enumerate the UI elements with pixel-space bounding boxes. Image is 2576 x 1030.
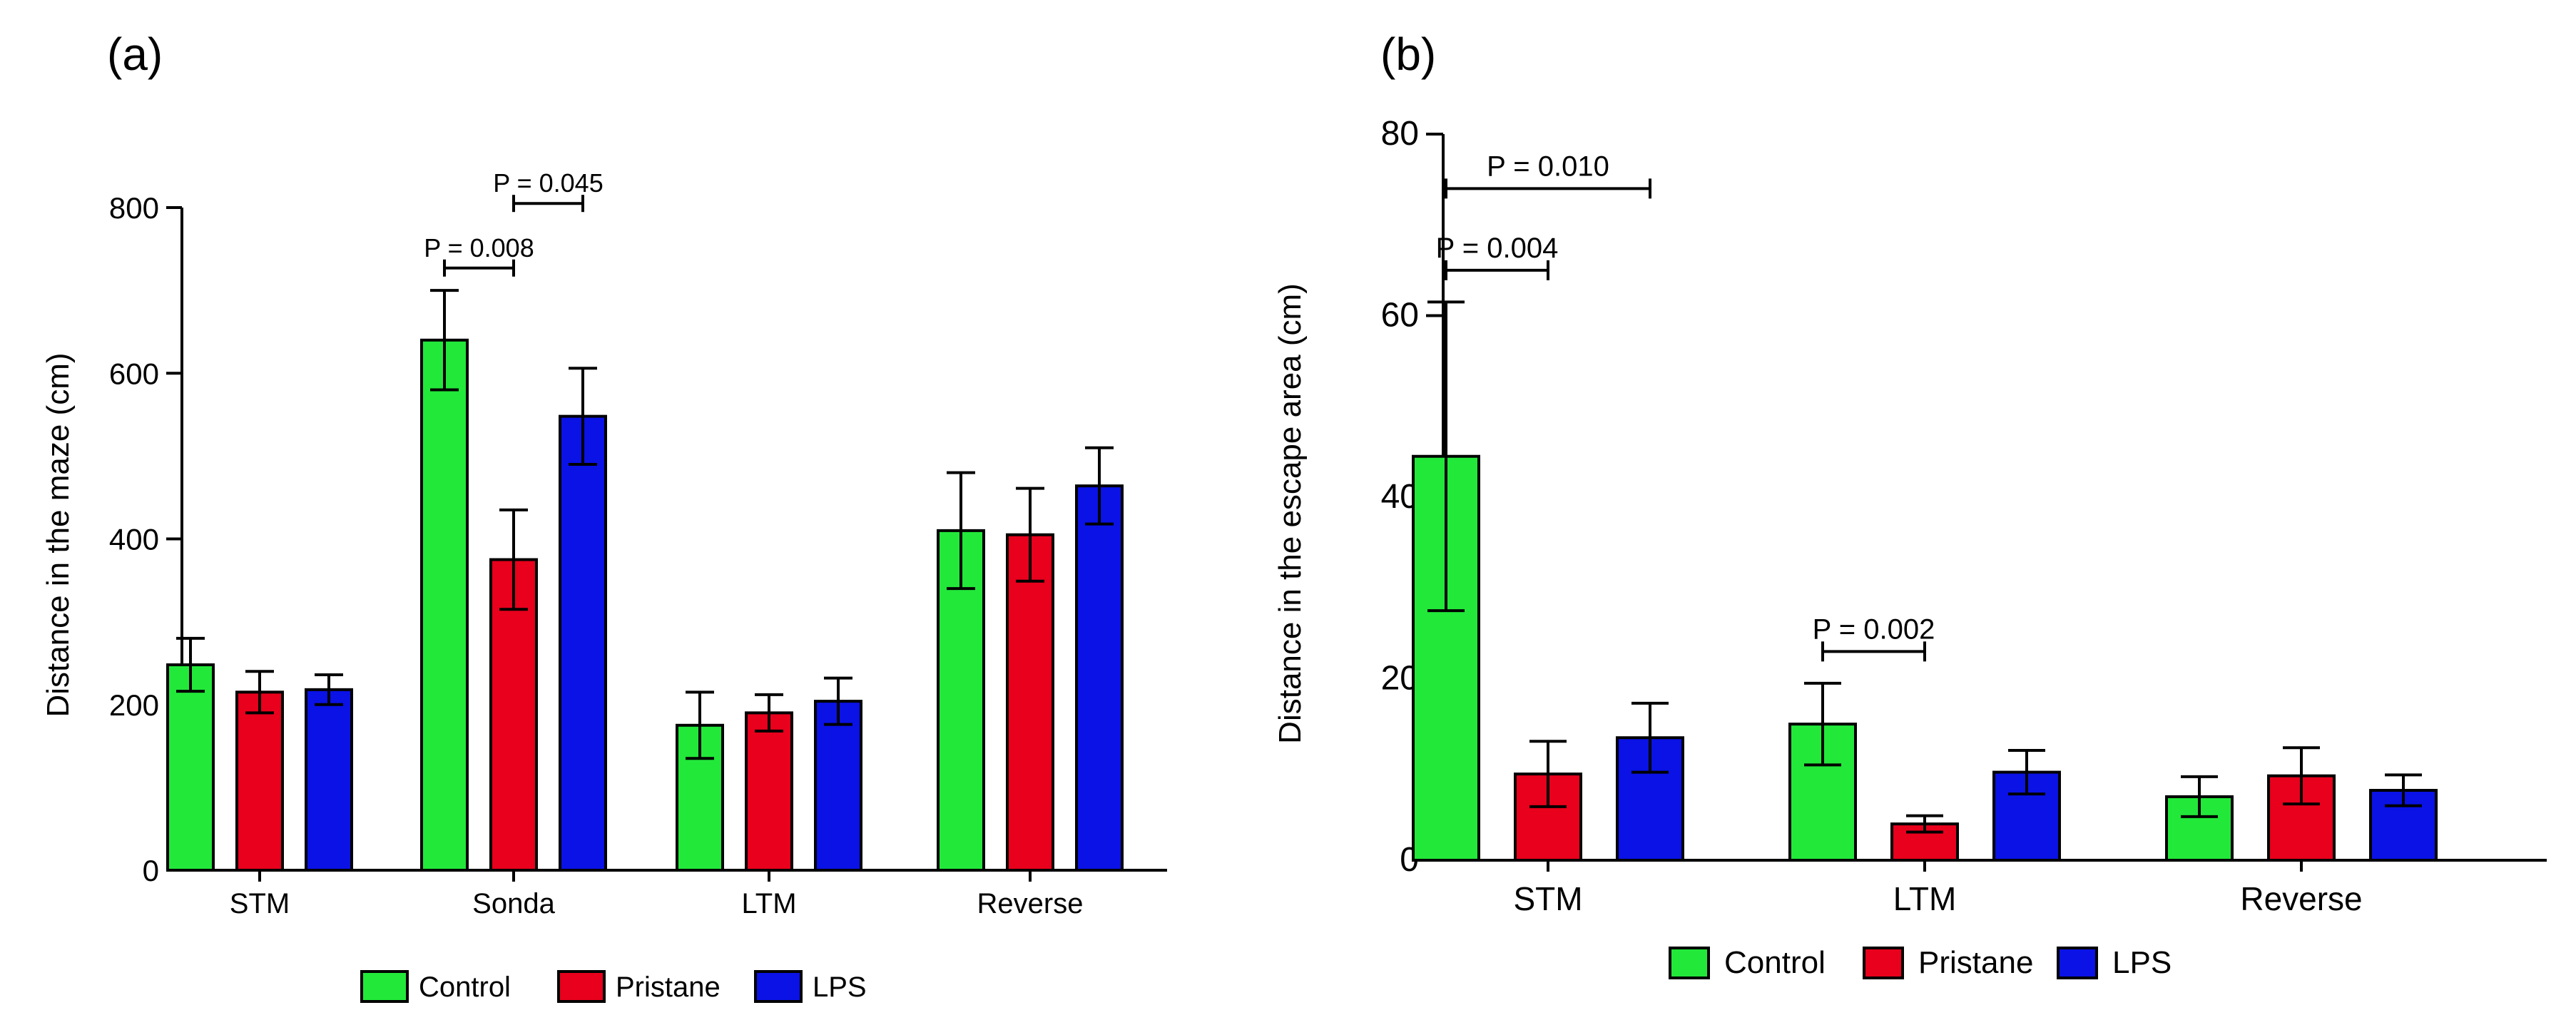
y-tick-label: 60 (1381, 297, 1419, 335)
legend-swatch-pristane (1863, 947, 1904, 979)
bar-control-stm (166, 663, 215, 872)
legend-swatch-control (1669, 947, 1710, 979)
panel-a-y-axis-label: Distance in the maze (cm) (41, 352, 76, 717)
x-tick-label-ltm: LTM (1893, 880, 1957, 917)
y-tick-label: 200 (109, 688, 159, 722)
x-tick-label-stm: STM (230, 888, 290, 919)
legend-label-lps: LPS (2112, 945, 2172, 980)
y-tick-label: 0 (143, 854, 159, 887)
legend-label-lps: LPS (813, 972, 867, 1003)
x-tick-label-stm: STM (1513, 880, 1582, 917)
bar-control-sonda (420, 338, 469, 872)
p-value-label: P = 0.045 (493, 168, 603, 198)
x-tick-label-sonda: Sonda (472, 888, 555, 919)
legend-label-control: Control (419, 972, 511, 1003)
legend-swatch-lps (2057, 947, 2098, 979)
panel-b-y-axis-label: Distance in the escape area (cm) (1273, 283, 1308, 744)
panel-b-chart: (b) Distance in the escape area (cm) 020… (1273, 29, 2547, 980)
bar-pristane-stm (235, 690, 284, 872)
panel-a-label: (a) (107, 29, 163, 80)
panel-b-label: (b) (1380, 29, 1436, 80)
x-tick-label-ltm: LTM (741, 888, 796, 919)
bar-lps-ltm (814, 700, 862, 872)
legend-label-control: Control (1724, 945, 1826, 980)
legend-swatch-lps (754, 970, 803, 1003)
x-tick-label-reverse: Reverse (2240, 880, 2362, 917)
p-value-label: P = 0.002 (1813, 613, 1935, 645)
y-tick-label: 400 (109, 523, 159, 556)
legend-label-pristane: Pristane (1918, 945, 2033, 980)
legend-swatch-control (360, 970, 409, 1003)
y-tick-label: 80 (1381, 115, 1419, 153)
p-value-label: P = 0.010 (1487, 151, 1609, 182)
bar-lps-stm (305, 688, 353, 872)
x-tick-label-reverse: Reverse (977, 888, 1084, 919)
legend-swatch-pristane (557, 970, 606, 1003)
y-tick-label: 800 (109, 191, 159, 225)
bar-pristane-ltm (745, 711, 793, 872)
panel-a-chart: (a) Distance in the maze (cm) 0 200 400 600… (41, 29, 1167, 1003)
bar-pristane-sonda (489, 558, 538, 872)
legend-label-pristane: Pristane (616, 972, 721, 1003)
p-value-label: P = 0.004 (1436, 233, 1559, 264)
bar-lps-sonda (559, 414, 607, 872)
bar-pristane-reverse (1006, 533, 1054, 872)
p-value-label: P = 0.008 (424, 233, 534, 262)
y-tick-label: 600 (109, 357, 159, 390)
bar-lps-reverse (1075, 484, 1124, 872)
